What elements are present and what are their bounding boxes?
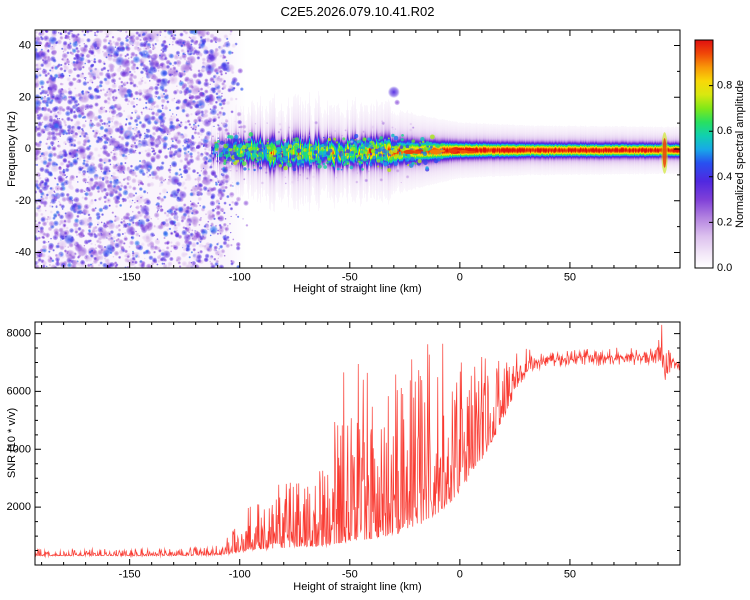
bottom-y-axis-label: SNR (10 * v/v) xyxy=(6,407,18,479)
bottom-x-axis-label: Height of straight line (km) xyxy=(293,581,422,593)
figure-title: C2E5.2026.079.10.41.R02 xyxy=(280,4,435,19)
top-x-axis-label: Height of straight line (km) xyxy=(293,283,422,295)
colorbar-label: Normalized spectral amplitude xyxy=(734,80,746,228)
top-y-axis-label: Frequency (Hz) xyxy=(6,111,18,187)
